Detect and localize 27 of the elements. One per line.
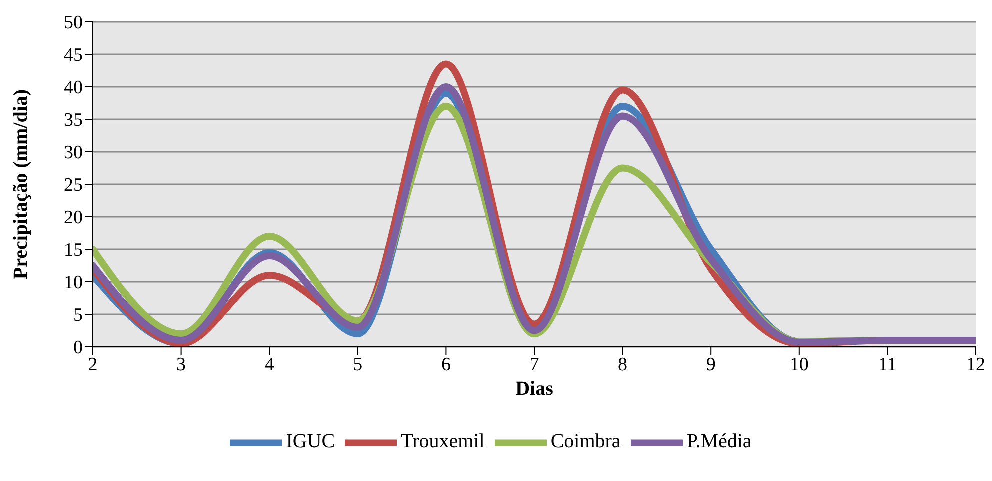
y-tick-label: 5 — [74, 305, 83, 326]
y-tick-label: 0 — [74, 338, 83, 359]
y-tick-label: 10 — [64, 272, 83, 294]
x-tick-label: 10 — [790, 354, 809, 376]
legend-label: Coimbra — [550, 430, 621, 453]
y-tick-label: 30 — [64, 142, 83, 164]
x-tick-label: 9 — [706, 354, 716, 376]
legend-label: Trouxemil — [401, 430, 485, 453]
y-axis-title: Precipitação (mm/dia) — [10, 89, 32, 280]
x-tick-label: 4 — [264, 354, 275, 376]
x-tick-label: 3 — [176, 354, 186, 376]
legend-label: P.Média — [686, 430, 752, 453]
y-tick-label: 15 — [64, 240, 83, 262]
x-axis-title: Dias — [516, 378, 554, 400]
x-tick-label: 8 — [618, 354, 628, 376]
legend-label: IGUC — [286, 430, 336, 453]
x-tick-label: 2 — [88, 354, 98, 376]
y-tick-label: 40 — [64, 78, 83, 99]
x-tick-label: 6 — [441, 354, 451, 376]
y-tick-label: 20 — [64, 208, 83, 229]
y-tick-label: 45 — [64, 45, 83, 66]
x-tick-label: 5 — [353, 354, 363, 376]
y-tick-label: 50 — [64, 12, 83, 34]
x-tick-label: 7 — [530, 354, 540, 376]
y-tick-label: 25 — [64, 175, 83, 196]
y-tick-label: 35 — [64, 110, 83, 132]
x-tick-label: 11 — [878, 354, 897, 376]
